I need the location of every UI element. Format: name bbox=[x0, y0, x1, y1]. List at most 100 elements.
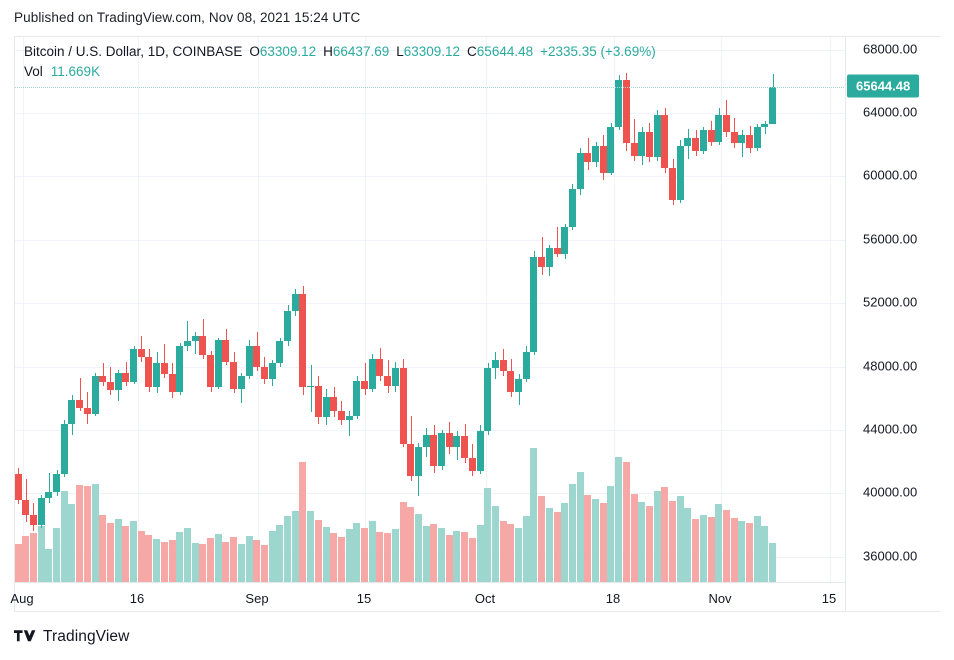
candle-body bbox=[568, 189, 576, 228]
volume-bar bbox=[153, 539, 161, 582]
candle-wick bbox=[542, 236, 543, 275]
candle-body bbox=[114, 372, 122, 391]
candle-body bbox=[707, 130, 715, 142]
price-tick-label: 44000.00 bbox=[863, 421, 918, 437]
candle-body bbox=[491, 360, 499, 369]
volume-bar bbox=[307, 510, 315, 582]
grid-line-horizontal bbox=[15, 303, 846, 305]
volume-bar bbox=[314, 519, 322, 582]
volume-bar bbox=[630, 494, 638, 582]
grid-line-vertical bbox=[365, 37, 366, 582]
price-tick-label: 52000.00 bbox=[863, 294, 918, 310]
candle-body bbox=[291, 293, 299, 312]
candle-body bbox=[730, 132, 738, 144]
candle-body bbox=[445, 433, 453, 448]
price-scale[interactable]: 65644.48 36000.00 40000.00 44000.00 48000.0… bbox=[845, 36, 954, 611]
volume-bar bbox=[430, 524, 438, 582]
volume-bar bbox=[491, 506, 499, 582]
volume-bar bbox=[137, 531, 145, 582]
candle-body bbox=[237, 376, 245, 389]
volume-bar bbox=[237, 544, 245, 582]
candle-body bbox=[676, 146, 684, 201]
volume-bar bbox=[699, 514, 707, 582]
grid-line-horizontal bbox=[15, 493, 846, 495]
volume-bar bbox=[669, 501, 676, 582]
candle-body bbox=[507, 371, 515, 392]
grid-line-vertical bbox=[258, 37, 259, 582]
volume-bar bbox=[207, 538, 214, 582]
volume-bar bbox=[68, 504, 76, 582]
volume-bar bbox=[538, 496, 546, 582]
volume-bar bbox=[661, 486, 669, 582]
candle-body bbox=[214, 339, 222, 388]
volume-bar bbox=[568, 484, 576, 582]
candle-body bbox=[522, 352, 530, 380]
candle-body bbox=[484, 368, 492, 432]
price-line-layer bbox=[15, 37, 846, 582]
candle-body bbox=[476, 431, 484, 472]
volume-bar bbox=[345, 529, 353, 582]
grid-line-vertical bbox=[830, 37, 831, 582]
volume-bar bbox=[769, 543, 777, 582]
volume-bar bbox=[753, 516, 761, 582]
candle-body bbox=[376, 358, 384, 377]
grid-line-horizontal bbox=[15, 429, 846, 431]
candle-body bbox=[645, 132, 653, 158]
candle-body bbox=[407, 444, 415, 476]
candle-body bbox=[176, 345, 184, 392]
grid-line-vertical bbox=[23, 37, 24, 582]
volume-bar bbox=[199, 543, 207, 582]
candle-body bbox=[630, 143, 638, 156]
candle-wick bbox=[164, 344, 165, 378]
volume-bar bbox=[530, 448, 538, 582]
candle-body bbox=[168, 374, 176, 392]
candle-body bbox=[353, 380, 361, 416]
candle-body bbox=[592, 146, 599, 163]
candle-body bbox=[753, 127, 761, 148]
volume-bar bbox=[245, 536, 253, 582]
candle-wick bbox=[110, 366, 111, 396]
volume-bar bbox=[176, 532, 184, 582]
volume-bar bbox=[376, 531, 384, 582]
candle-wick bbox=[742, 130, 743, 158]
candlestick-series bbox=[15, 37, 846, 582]
volume-bar bbox=[414, 514, 422, 582]
chart-pane[interactable] bbox=[15, 37, 846, 582]
volume-bar bbox=[761, 526, 769, 582]
candle-wick bbox=[80, 377, 81, 411]
volume-bar bbox=[545, 507, 553, 582]
candle-body bbox=[99, 376, 107, 383]
candle-body bbox=[191, 336, 199, 342]
candle-body bbox=[337, 410, 345, 421]
volume-bar bbox=[461, 532, 469, 582]
volume-bar bbox=[730, 518, 738, 582]
candle-body bbox=[222, 339, 230, 362]
candle-body bbox=[430, 434, 438, 467]
volume-bar bbox=[284, 516, 291, 582]
volume-bar bbox=[276, 524, 284, 582]
candle-body bbox=[83, 407, 91, 415]
candle-wick bbox=[187, 320, 188, 351]
volume-bar bbox=[592, 499, 599, 582]
time-tick-label: 18 bbox=[605, 591, 621, 606]
candle-body bbox=[230, 361, 238, 389]
published-text: Published on TradingView.com, Nov 08, 20… bbox=[14, 9, 361, 25]
chart-frame bbox=[14, 36, 940, 611]
candle-body bbox=[245, 345, 253, 377]
price-tick-label: 64000.00 bbox=[863, 104, 918, 120]
volume-bar bbox=[361, 528, 368, 582]
candle-body bbox=[515, 379, 522, 392]
candle-body bbox=[45, 491, 53, 499]
price-tick-label: 48000.00 bbox=[863, 358, 918, 374]
price-tick-label: 36000.00 bbox=[863, 548, 918, 564]
volume-bar bbox=[553, 512, 561, 582]
candle-body bbox=[53, 474, 60, 492]
candle-wick bbox=[765, 120, 766, 134]
candle-body bbox=[615, 79, 623, 128]
candle-body bbox=[669, 168, 676, 201]
time-scale[interactable]: Aug 16 Sep 15 Oct 18 Nov 15 bbox=[10, 582, 845, 611]
time-tick-label: Aug bbox=[10, 591, 34, 606]
time-tick-label: Sep bbox=[245, 591, 269, 606]
volume-bar bbox=[407, 506, 415, 582]
candle-body bbox=[145, 357, 153, 388]
